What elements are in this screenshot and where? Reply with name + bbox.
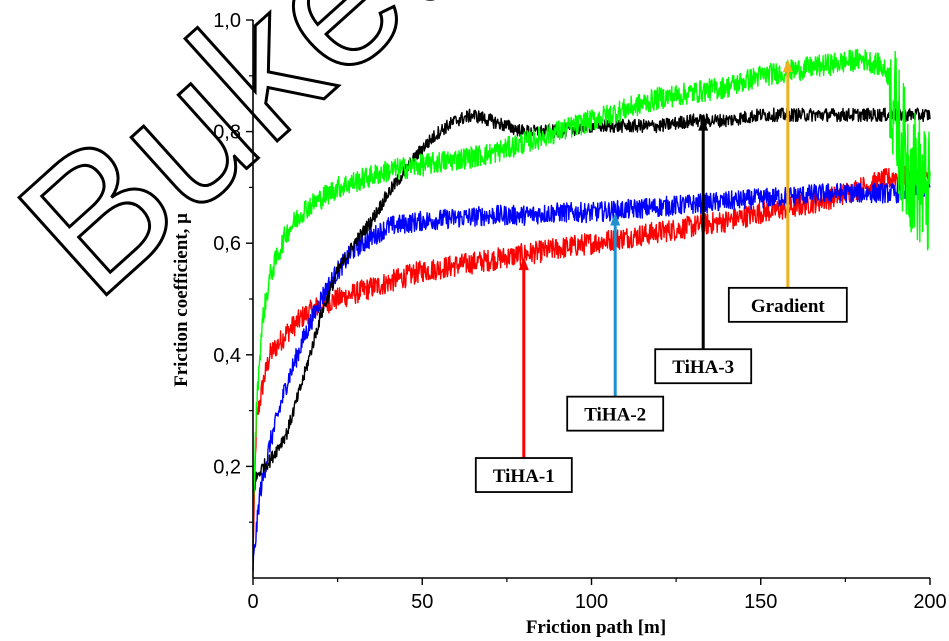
series-line-tiha-1 [252,164,931,547]
series-layer [252,48,931,571]
ann-gradient-box [727,286,848,323]
series-line-gradient [252,48,931,531]
ann-gradient-arrowhead [782,59,793,73]
ann-tiha-2-label: TiHA-2 [584,405,646,426]
series-line-tiha-2 [252,177,931,571]
y-tick-label: 0,6 [213,233,241,255]
y-tick-label: 0,2 [213,456,241,478]
watermark-text: Buketov [0,0,633,335]
ann-tiha-3-label: TiHA-3 [672,357,734,378]
x-tick-label: 100 [575,591,608,613]
ann-tiha-3-arrowhead [698,117,709,131]
ann-tiha-1-arrowhead [518,257,529,271]
ann-tiha-2-box [566,395,665,432]
x-tick-label: 0 [247,591,258,613]
ann-tiha-2-arrowhead [610,212,621,226]
x-axis-title: Friction path [m] [526,617,666,638]
ann-tiha-1-box [474,457,573,493]
x-tick-label: 200 [913,591,946,613]
axes-layer: 0 50 100 150 200 0,2 0,4 0,6 0,8 1,0 [213,10,947,613]
ann-tiha-1-label: TiHA-1 [493,466,555,487]
x-tick-label: 50 [411,591,433,613]
y-tick-label: 0,8 [213,122,241,144]
y-tick-label: 0,4 [213,345,241,367]
ann-tiha-3-box [654,348,753,385]
annotation-layer: TiHA-1 TiHA-2 TiHA-3 Gradient [474,59,848,493]
ann-gradient-label: Gradient [751,296,826,317]
y-axis-title: Friction coefficient, μ [171,213,192,387]
x-tick-label: 150 [744,591,777,613]
y-tick-label: 1,0 [213,10,241,32]
